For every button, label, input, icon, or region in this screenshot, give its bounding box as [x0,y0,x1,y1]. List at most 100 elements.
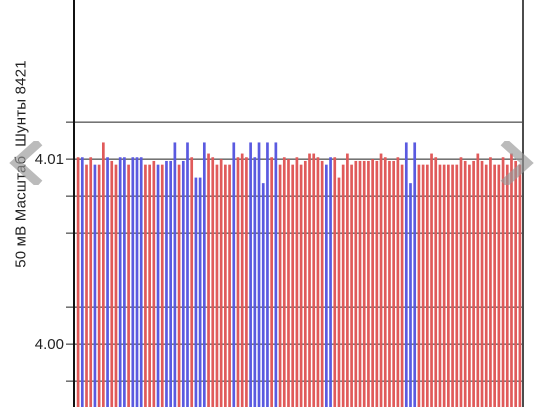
bar [400,164,404,407]
bar [257,142,261,407]
bar [177,164,181,407]
bar [152,160,156,407]
bar [333,157,337,407]
bar [362,160,366,407]
bar [341,164,345,407]
chevron-left-icon [9,138,43,188]
bar [198,177,202,407]
bar [190,157,194,407]
bar [367,160,370,407]
chevron-right-icon [500,138,534,188]
bar [194,177,198,407]
bar [106,157,109,407]
bar [118,157,122,407]
bar [287,159,290,407]
bar [232,142,236,407]
bar [139,157,143,407]
bar [299,164,303,407]
bar [442,164,446,407]
bar [350,164,353,407]
bar [447,164,450,407]
bar [354,160,358,407]
bar [480,160,484,407]
bar [337,177,341,407]
bar [291,164,295,407]
bar [379,153,383,407]
bar [425,164,429,407]
bar [505,164,509,407]
y-axis-title-shunts: Шунты 8421 [12,60,30,147]
bar [245,157,248,407]
bar [228,164,231,407]
bar [148,164,151,407]
bar [404,142,408,407]
bar [413,142,417,407]
y-axis-title: 50 мВ Масштаб Шунты 8421 [6,0,36,407]
bar [89,157,93,407]
bar [278,164,282,407]
bar [123,157,126,407]
bar [497,164,501,407]
bar [438,164,442,407]
bar [325,164,328,407]
bar [430,153,433,407]
bar [417,164,421,407]
bar [80,157,84,407]
bar [303,160,307,407]
prev-chart-button[interactable] [6,138,46,188]
bar [476,153,480,407]
bar [484,164,488,407]
bar [144,164,147,407]
bar [236,157,240,407]
bar [261,183,265,407]
y-tick-label: 4.00 [35,336,64,353]
bar [135,157,139,407]
bar [375,160,379,407]
bar [409,183,412,407]
bar [320,160,324,407]
bar [202,142,206,407]
bar [186,142,189,407]
bar [181,160,185,407]
bar [312,153,316,407]
bar [266,142,269,407]
bar [127,164,130,407]
bar [211,157,215,407]
bar [76,157,80,407]
bar [165,160,168,407]
bar [388,160,391,407]
bar [316,157,320,407]
bar [85,164,88,407]
bar [274,142,278,407]
bar [434,157,438,407]
bar [518,164,522,407]
bar [392,160,396,407]
bar [173,142,177,407]
bar [371,159,374,407]
bar [358,160,362,407]
bar [131,157,135,407]
bar [219,159,223,407]
bar [308,153,311,407]
bar [455,164,459,407]
bar [282,157,286,407]
bar [110,160,114,407]
bar [270,157,273,407]
bar [329,157,332,407]
bar [472,160,475,407]
next-chart-button[interactable] [497,138,537,188]
bar [207,153,210,407]
bar [253,157,257,407]
bar [114,164,118,407]
bar [514,160,518,407]
bar [160,164,164,407]
bar [451,164,454,407]
bar [240,153,244,407]
bar [510,153,513,407]
bar [295,157,299,407]
bar [383,157,387,407]
bar [97,164,101,407]
bars [76,142,522,407]
